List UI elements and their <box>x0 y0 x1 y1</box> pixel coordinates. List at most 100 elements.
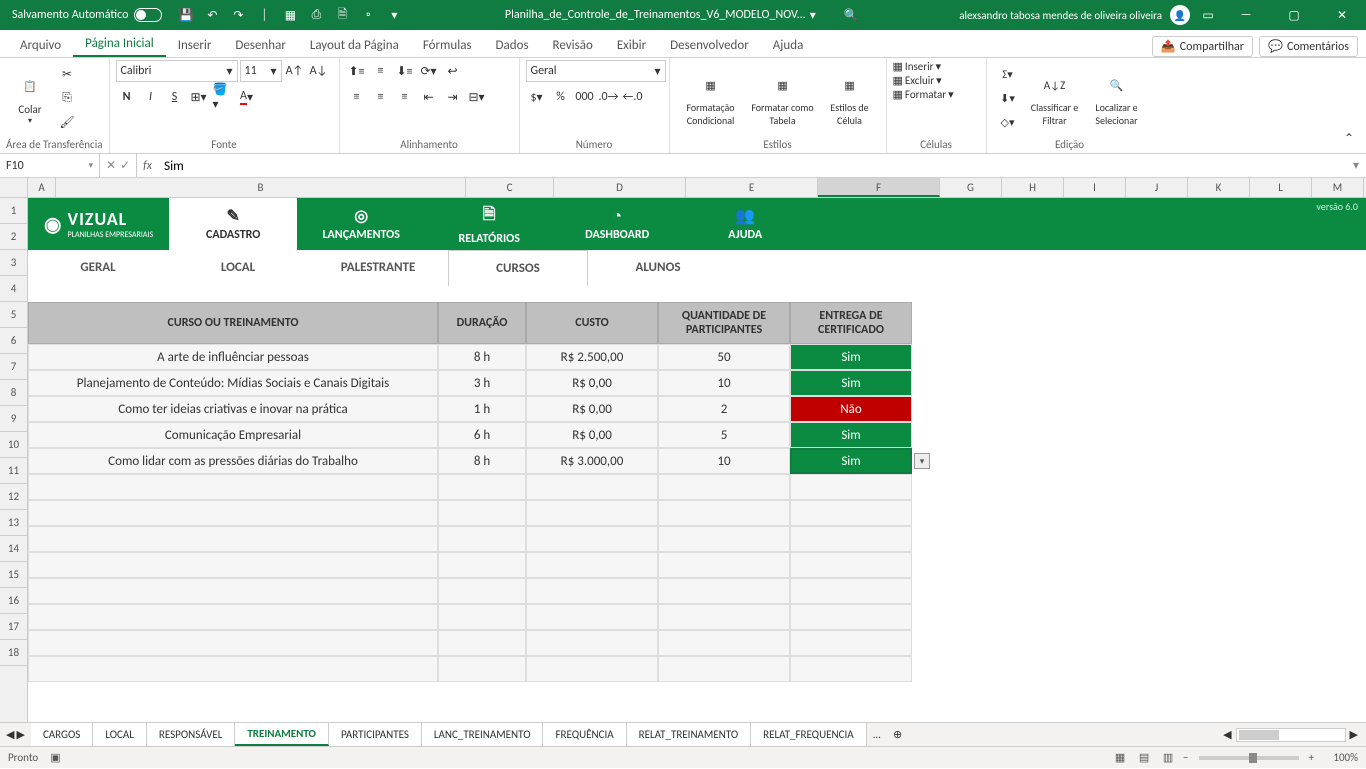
table-cell[interactable]: R$ 0,00 <box>526 396 658 422</box>
format-cells-button[interactable]: ▦ Formatar ▾ <box>893 88 980 101</box>
dropdown-arrow-icon[interactable]: ▾ <box>914 453 930 469</box>
table-cell[interactable] <box>438 630 526 656</box>
normal-view-icon[interactable]: ▦ <box>1109 747 1131 769</box>
table-cell[interactable] <box>790 578 912 604</box>
table-cell[interactable] <box>438 474 526 500</box>
increase-font-icon[interactable]: A↑ <box>284 60 306 82</box>
cells[interactable]: ◉ VIZUAL PLANILHAS EMPRESARIAIS ✎CADASTR… <box>28 198 1366 722</box>
table-cell[interactable]: R$ 0,00 <box>526 370 658 396</box>
sub-tab-geral[interactable]: GERAL <box>28 250 168 286</box>
banner-tab-ajuda[interactable]: 👥AJUDA <box>681 198 809 250</box>
table-cell[interactable]: Planejamento de Conteúdo: Mídias Sociais… <box>28 370 438 396</box>
qat-icon-3[interactable]: 🗎 <box>332 5 352 25</box>
table-cell[interactable] <box>790 630 912 656</box>
autosave-toggle[interactable]: Salvamento Automático <box>4 8 170 22</box>
find-select-button[interactable]: 🔍Localizar e Selecionar <box>1087 63 1147 133</box>
row-header-10[interactable]: 10 <box>0 432 27 458</box>
col-header-K[interactable]: K <box>1188 178 1250 197</box>
zoom-slider[interactable] <box>1199 756 1299 760</box>
ribbon-tab-layout-da-página[interactable]: Layout da Página <box>298 34 411 57</box>
table-cell[interactable] <box>28 604 438 630</box>
col-header-D[interactable]: D <box>554 178 686 197</box>
col-header-G[interactable]: G <box>940 178 1002 197</box>
title-dropdown-icon[interactable]: ▾ <box>810 8 816 23</box>
avatar[interactable]: 👤 <box>1170 5 1190 25</box>
table-cell[interactable] <box>790 656 912 682</box>
close-button[interactable]: ✕ <box>1322 0 1362 30</box>
align-top-icon[interactable]: ⬆≡ <box>346 60 368 82</box>
banner-tab-lançamentos[interactable]: ◎LANÇAMENTOS <box>297 198 425 250</box>
scroll-left-icon[interactable]: ◀ <box>1223 728 1231 741</box>
cell-styles-button[interactable]: ▦Estilos de Célula <box>820 63 880 133</box>
font-color-icon[interactable]: A▾ <box>236 86 258 108</box>
table-cell[interactable]: Comunicação Empresarial <box>28 422 438 448</box>
cancel-formula-icon[interactable]: ✕ <box>106 158 116 173</box>
increase-decimal-icon[interactable]: .0→ <box>598 86 620 108</box>
col-header-C[interactable]: C <box>466 178 554 197</box>
ribbon-tab-arquivo[interactable]: Arquivo <box>8 34 73 57</box>
qat-icon-2[interactable]: ⎙ <box>306 5 326 25</box>
table-cell[interactable]: R$ 3.000,00 <box>526 448 658 474</box>
row-header-6[interactable]: 6 <box>0 328 27 354</box>
row-header-14[interactable]: 14 <box>0 536 27 562</box>
col-header-B[interactable]: B <box>56 178 466 197</box>
table-cell[interactable]: Sim <box>790 422 912 448</box>
row-header-3[interactable]: 3 <box>0 250 27 276</box>
col-header-H[interactable]: H <box>1002 178 1064 197</box>
ribbon-tab-dados[interactable]: Dados <box>484 34 541 57</box>
sheet-tab-frequência[interactable]: FREQUÊNCIA <box>543 723 626 746</box>
table-cell[interactable] <box>28 552 438 578</box>
table-cell[interactable]: 10 <box>658 448 790 474</box>
orientation-icon[interactable]: ⟳▾ <box>418 60 440 82</box>
table-cell[interactable] <box>658 526 790 552</box>
table-cell[interactable] <box>438 526 526 552</box>
table-cell[interactable] <box>438 604 526 630</box>
banner-tab-relatórios[interactable]: 🗎RELATÓRIOS <box>425 198 553 250</box>
table-cell[interactable]: 5 <box>658 422 790 448</box>
table-cell[interactable] <box>658 656 790 682</box>
row-header-11[interactable]: 11 <box>0 458 27 484</box>
ribbon-tab-ajuda[interactable]: Ajuda <box>761 34 816 57</box>
table-cell[interactable] <box>438 552 526 578</box>
formula-input[interactable] <box>158 154 1346 177</box>
table-cell[interactable]: Não <box>790 396 912 422</box>
col-header-I[interactable]: I <box>1064 178 1126 197</box>
indent-decrease-icon[interactable]: ⇤ <box>418 86 440 108</box>
italic-icon[interactable]: I <box>140 86 162 108</box>
table-cell[interactable] <box>790 526 912 552</box>
bold-icon[interactable]: N <box>116 86 138 108</box>
fill-icon[interactable]: ⬇▾ <box>993 87 1023 109</box>
table-cell[interactable] <box>526 578 658 604</box>
align-right-icon[interactable]: ≡ <box>394 86 416 108</box>
table-cell[interactable] <box>438 500 526 526</box>
decrease-font-icon[interactable]: A↓ <box>308 60 330 82</box>
table-cell[interactable]: Sim <box>790 448 912 474</box>
macro-record-icon[interactable]: ▣ <box>50 751 60 764</box>
merge-icon[interactable]: ⊟▾ <box>466 86 488 108</box>
col-header-M[interactable]: M <box>1312 178 1364 197</box>
delete-cells-button[interactable]: ▦ Excluir ▾ <box>893 74 980 87</box>
table-cell[interactable] <box>28 656 438 682</box>
sheet-tab-local[interactable]: LOCAL <box>93 723 147 746</box>
number-format-dropdown[interactable]: Geral▾ <box>526 60 666 82</box>
sheet-tab-relat_treinamento[interactable]: RELAT_TREINAMENTO <box>627 723 751 746</box>
currency-icon[interactable]: $▾ <box>526 86 548 108</box>
table-cell[interactable] <box>790 474 912 500</box>
sheet-tab-lanc_treinamento[interactable]: LANC_TREINAMENTO <box>422 723 544 746</box>
ribbon-tab-revisão[interactable]: Revisão <box>541 34 605 57</box>
zoom-level[interactable]: 100% <box>1318 751 1358 764</box>
qat-dropdown-icon[interactable]: ▾ <box>384 5 404 25</box>
table-cell[interactable] <box>526 474 658 500</box>
indent-increase-icon[interactable]: ⇥ <box>442 86 464 108</box>
ribbon-tab-desenhar[interactable]: Desenhar <box>223 34 297 57</box>
border-icon[interactable]: ⊞▾ <box>188 86 210 108</box>
scroll-right-icon[interactable]: ▶ <box>1350 728 1358 741</box>
format-painter-icon[interactable]: 🖌 <box>56 111 78 133</box>
table-cell[interactable] <box>438 656 526 682</box>
table-cell[interactable] <box>658 552 790 578</box>
table-cell[interactable]: 6 h <box>438 422 526 448</box>
col-header-F[interactable]: F <box>818 178 940 197</box>
sheet-tab-responsável[interactable]: RESPONSÁVEL <box>147 723 235 746</box>
row-header-4[interactable]: 4 <box>0 276 27 302</box>
table-cell[interactable] <box>526 604 658 630</box>
